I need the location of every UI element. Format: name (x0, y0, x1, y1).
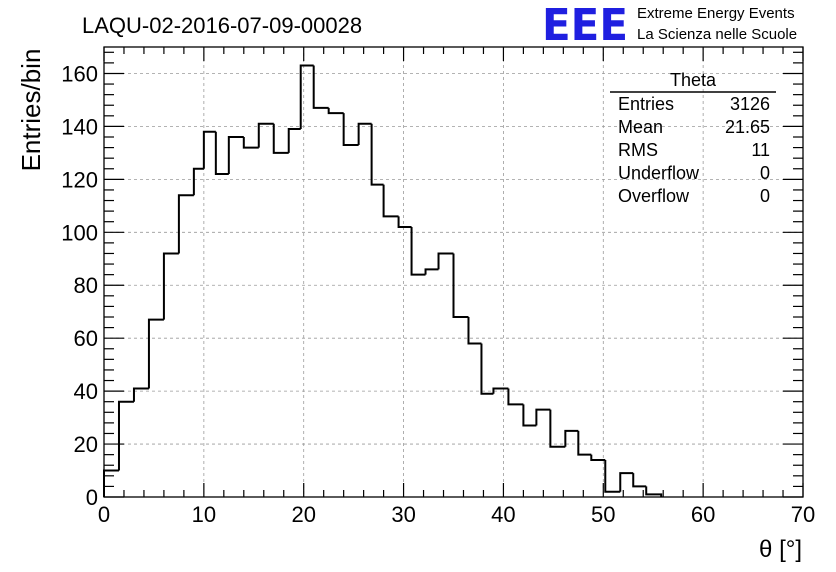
histogram-bin (202, 130, 216, 169)
stats-label: Mean (618, 117, 663, 137)
histogram-bin (645, 486, 663, 497)
x-tick-label: 50 (591, 502, 615, 527)
histogram-bin (590, 454, 606, 461)
histogram-bin (312, 65, 329, 109)
logo-eee-text: EEE (542, 0, 628, 51)
x-tick-label: 60 (691, 502, 715, 527)
histogram-bin (397, 216, 412, 228)
logo-line1: Extreme Energy Events (637, 5, 795, 22)
x-tick-label: 20 (291, 502, 315, 527)
histogram-bin (382, 184, 399, 218)
x-axis-label: θ [°] (759, 536, 802, 563)
histogram-bin (357, 122, 372, 145)
histogram-bin (103, 469, 119, 497)
histogram-bin (257, 122, 274, 148)
y-axis-label: Entries/bin (16, 49, 46, 172)
histogram-bin (492, 387, 509, 394)
histogram-bin (342, 113, 359, 146)
histogram-bin (327, 107, 344, 115)
y-tick-label: 120 (61, 167, 98, 192)
y-tick-label: 60 (74, 326, 98, 351)
histogram-bin (227, 136, 244, 175)
histogram-bin (117, 400, 134, 471)
stats-title: Theta (670, 70, 717, 90)
histogram-bin (192, 167, 204, 196)
x-tick-label: 30 (391, 502, 415, 527)
histogram-bin (467, 317, 482, 345)
histogram-bin (299, 64, 314, 130)
histogram-bin (214, 131, 229, 176)
histogram-bin (424, 268, 439, 275)
histogram-bin (287, 128, 301, 153)
x-tick-label: 40 (491, 502, 515, 527)
histogram-bin (242, 137, 259, 149)
histogram-bin (604, 459, 621, 493)
histogram-bin (632, 473, 647, 488)
stats-label: Entries (618, 94, 674, 114)
y-tick-label: 80 (74, 273, 98, 298)
histogram-bin (535, 408, 551, 426)
histogram-bin (272, 123, 289, 154)
histogram-bin (480, 343, 494, 395)
x-tick-label: 10 (192, 502, 216, 527)
histogram-bin (577, 430, 592, 456)
x-tick-labels: 0 10 20 30 40 50 60 70 (98, 502, 815, 527)
stats-value: 0 (760, 186, 770, 206)
plot-frame (103, 46, 804, 498)
y-tick-labels: 0 20 40 60 80 100 120 140 160 (61, 61, 98, 510)
logo-line2: La Scienza nelle Scuole (637, 26, 797, 43)
stats-value: 0 (760, 163, 770, 183)
y-tick-label: 140 (61, 114, 98, 139)
stats-label: RMS (618, 140, 658, 160)
histogram (103, 64, 663, 497)
stats-value: 3126 (730, 94, 770, 114)
histogram-bin (370, 123, 384, 186)
histogram-bin (162, 252, 179, 320)
histogram-bin (619, 472, 634, 492)
stats-label: Overflow (618, 186, 690, 206)
histogram-bin (507, 388, 524, 406)
y-tick-label: 160 (61, 61, 98, 86)
axis-ticks (103, 47, 804, 498)
x-tick-label: 0 (98, 502, 110, 527)
histogram-bin (437, 252, 454, 270)
stats-label: Underflow (618, 163, 700, 183)
y-tick-label: 40 (74, 379, 98, 404)
histogram-bin (410, 227, 426, 276)
stats-rows: Entries 3126 Mean 21.65 RMS 11 Underflow 0 Overf… (618, 94, 770, 206)
logo: EEE Extreme Energy Events La Scienza nel… (542, 0, 797, 51)
x-tick-label: 70 (791, 502, 815, 527)
histogram-bin (564, 429, 579, 447)
chart-title: LAQU-02-2016-07-09-00028 (82, 13, 362, 38)
grid (104, 47, 803, 497)
y-tick-label: 0 (86, 485, 98, 510)
y-tick-label: 20 (74, 432, 98, 457)
y-tick-label: 100 (61, 220, 98, 245)
histogram-bin (549, 409, 566, 448)
histogram-bin (132, 387, 149, 402)
histogram-bin (147, 318, 164, 389)
stats-value: 11 (751, 140, 770, 160)
histogram-bin (452, 253, 469, 318)
histogram-bin (522, 404, 537, 427)
histogram-bin (177, 194, 194, 254)
stats-value: 21.65 (725, 117, 770, 137)
stats-box: Theta Entries 3126 Mean 21.65 RMS 11 Underflow… (610, 70, 776, 206)
